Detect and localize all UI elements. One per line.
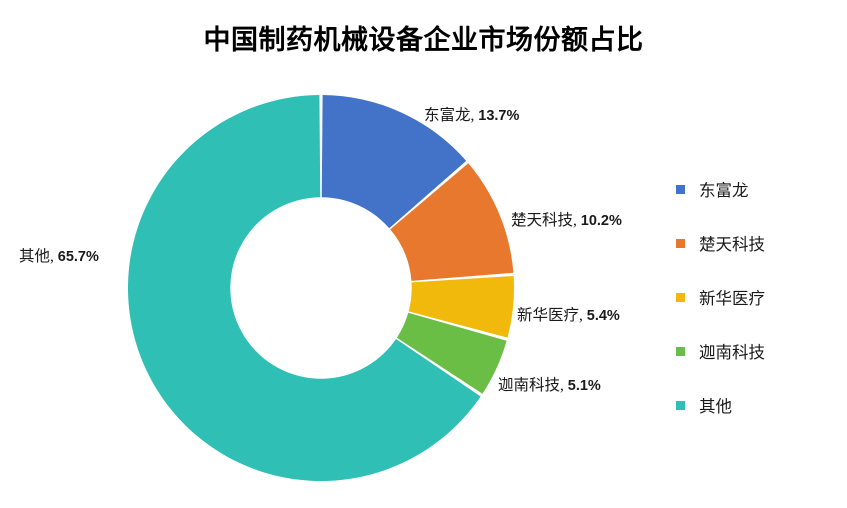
legend-item-label: 东富龙	[699, 181, 749, 200]
data-label-dongfulong: 东富龙, 13.7%	[424, 103, 519, 125]
donut-slice[interactable]	[408, 275, 515, 338]
legend-item-label: 其他	[699, 397, 732, 416]
legend-item[interactable]: 新华医疗	[676, 270, 836, 324]
donut-plot-area	[126, 93, 516, 483]
data-label-chutian-value: 10.2%	[580, 213, 622, 229]
legend-swatch-icon	[676, 292, 685, 302]
legend-item[interactable]: 东富龙	[676, 162, 836, 216]
data-label-xinhua-value: 5.4%	[586, 308, 620, 324]
data-label-qita-name: 其他,	[19, 248, 58, 265]
data-label-qita: 其他, 65.7%	[19, 244, 99, 266]
legend-swatch-icon	[676, 400, 685, 410]
donut-slice-group	[127, 95, 515, 482]
chart-legend: 东富龙楚天科技新华医疗迦南科技其他	[676, 162, 836, 432]
data-label-xinhua: 新华医疗, 5.4%	[517, 303, 620, 325]
data-label-jianan-value: 5.1%	[567, 378, 601, 394]
data-label-dongfulong-value: 13.7%	[478, 108, 520, 124]
legend-item-label: 新华医疗	[699, 289, 765, 308]
donut-slice[interactable]	[321, 95, 467, 229]
data-label-qita-value: 65.7%	[57, 249, 99, 265]
donut-slice[interactable]	[390, 163, 514, 281]
legend-swatch-icon	[676, 238, 685, 248]
legend-item-label: 迦南科技	[699, 343, 765, 362]
legend-swatch-icon	[676, 346, 685, 356]
donut-svg	[127, 95, 515, 482]
legend-item[interactable]: 迦南科技	[676, 324, 836, 378]
legend-item[interactable]: 楚天科技	[676, 216, 836, 270]
legend-swatch-icon	[676, 184, 685, 194]
donut-slice[interactable]	[127, 95, 481, 482]
data-label-dongfulong-name: 东富龙,	[424, 107, 479, 124]
data-label-jianan-name: 迦南科技,	[498, 377, 568, 394]
donut-slice[interactable]	[396, 312, 507, 394]
data-label-xinhua-name: 新华医疗,	[517, 307, 587, 324]
legend-item[interactable]: 其他	[676, 378, 836, 432]
data-label-jianan: 迦南科技, 5.1%	[498, 373, 601, 395]
data-label-chutian-name: 楚天科技,	[511, 212, 581, 229]
chart-title: 中国制药机械设备企业市场份额占比	[203, 25, 644, 55]
legend-item-label: 楚天科技	[699, 235, 765, 254]
data-label-chutian: 楚天科技, 10.2%	[511, 208, 622, 230]
